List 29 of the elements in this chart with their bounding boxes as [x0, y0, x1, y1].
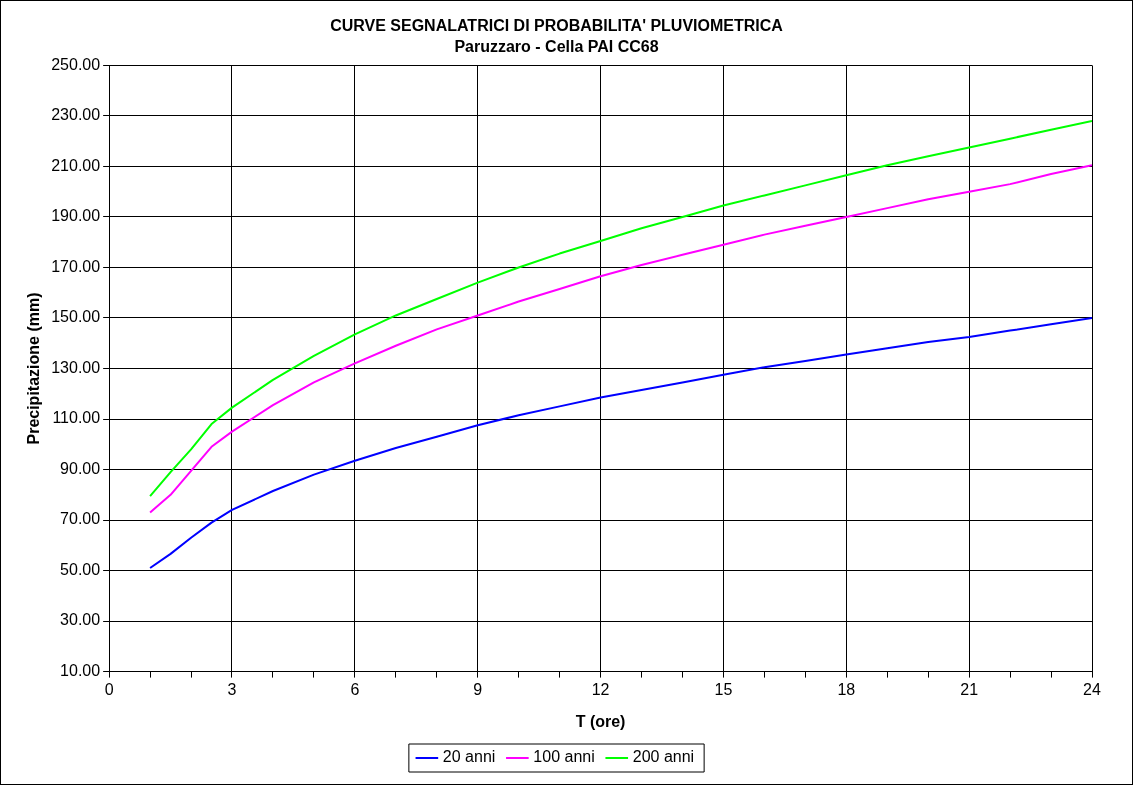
- x-tick-label: 6: [350, 680, 360, 698]
- y-tick-label: 130.00: [51, 358, 101, 376]
- chart-subtitle: Paruzzaro - Cella PAI CC68: [454, 38, 659, 56]
- y-tick-label: 150.00: [51, 308, 101, 326]
- y-axis-title: Precipitazione (mm): [25, 292, 43, 445]
- y-tick-label: 70.00: [60, 510, 101, 528]
- legend-label: 200 anni: [632, 748, 695, 766]
- legend-label: 20 anni: [442, 748, 496, 766]
- y-tick-label: 250.00: [51, 55, 101, 73]
- x-tick-label: 3: [227, 680, 237, 698]
- x-tick-label: 12: [591, 680, 610, 698]
- x-tick-label: 0: [104, 680, 114, 698]
- y-tick-label: 50.00: [60, 560, 101, 578]
- y-tick-label: 30.00: [60, 611, 101, 629]
- x-tick-label: 24: [1083, 680, 1101, 698]
- y-tick-label: 110.00: [52, 409, 101, 427]
- x-tick-label: 18: [837, 680, 856, 698]
- x-tick-label: 9: [473, 680, 483, 698]
- x-tick-label: 15: [714, 680, 733, 698]
- y-tick-label: 90.00: [60, 459, 101, 477]
- y-tick-label: 10.00: [60, 662, 101, 680]
- y-tick-label: 170.00: [51, 257, 101, 275]
- x-tick-label: 21: [960, 680, 979, 698]
- chart-title: CURVE SEGNALATRICI DI PROBABILITA' PLUVIOMETRICA: [330, 17, 784, 35]
- y-tick-label: 210.00: [51, 156, 101, 174]
- y-tick-label: 190.00: [51, 207, 101, 225]
- x-axis-title: T (ore): [575, 712, 626, 730]
- legend-label: 100 anni: [533, 748, 595, 766]
- y-tick-label: 230.00: [51, 106, 101, 124]
